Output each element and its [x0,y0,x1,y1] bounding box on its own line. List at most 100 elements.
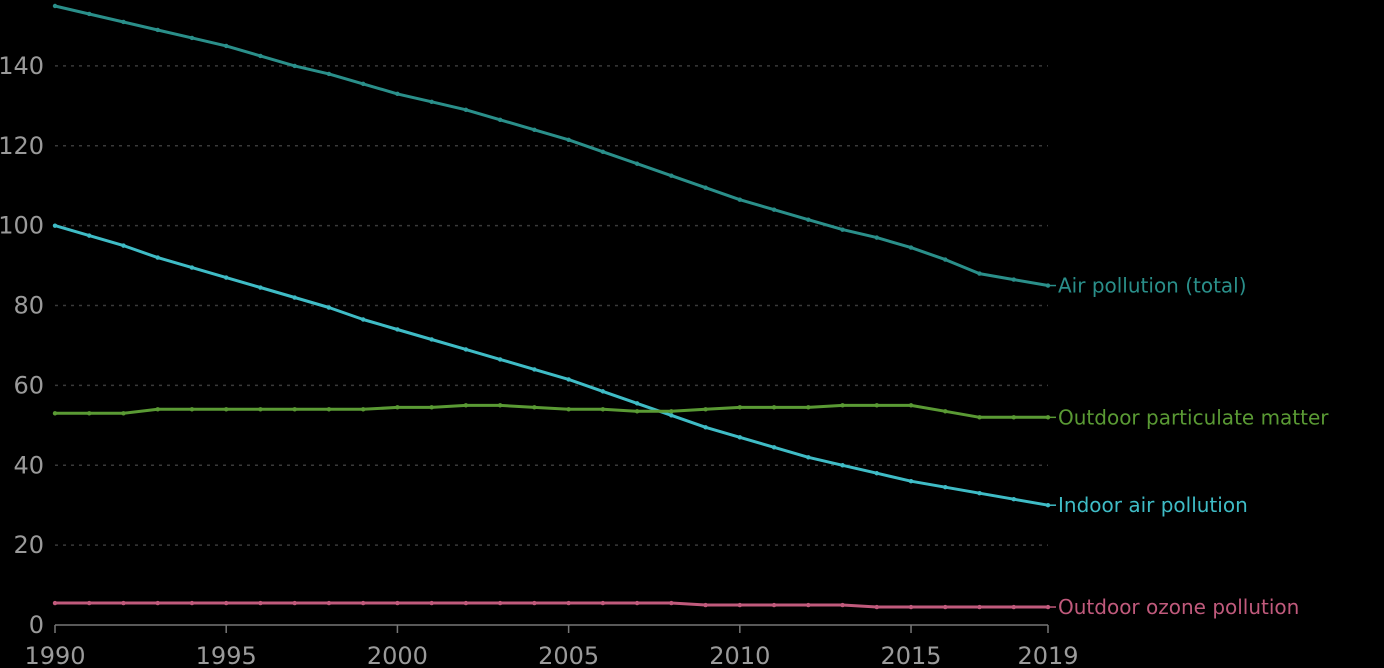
data-point-outdoor-particulate-matter-2007 [634,409,640,414]
data-point-air-pollution-total-1999 [360,81,366,87]
data-point-outdoor-particulate-matter-2009 [703,407,708,412]
data-point-air-pollution-total-2013 [840,227,845,232]
data-point-outdoor-ozone-pollution-1995 [224,600,229,606]
data-point-outdoor-ozone-pollution-2008 [669,600,674,606]
data-point-indoor-air-pollution-1995 [224,275,229,280]
data-point-outdoor-ozone-pollution-1997 [292,600,297,606]
data-point-indoor-air-pollution-2008 [669,413,674,418]
data-point-indoor-air-pollution-2019 [1045,502,1051,508]
data-point-outdoor-particulate-matter-2011 [771,405,777,410]
data-point-outdoor-particulate-matter-2018 [1011,415,1016,420]
data-point-air-pollution-total-1993 [155,27,160,33]
data-point-outdoor-particulate-matter-1999 [360,407,366,412]
data-point-outdoor-particulate-matter-1991 [87,411,92,416]
data-point-air-pollution-total-2014 [874,235,879,240]
data-point-indoor-air-pollution-1991 [87,233,92,238]
data-point-indoor-air-pollution-2005 [566,377,571,382]
data-point-indoor-air-pollution-2009 [703,425,708,430]
data-point-outdoor-particulate-matter-2016 [943,409,948,414]
data-point-outdoor-particulate-matter-2004 [532,405,537,410]
y-tick-label-100: 100 [0,212,44,240]
data-point-outdoor-ozone-pollution-2013 [840,602,845,608]
series-labels: Air pollution (total) Indoor air pollutio… [1050,274,1329,619]
data-point-outdoor-particulate-matter-2001 [429,405,434,410]
x-tick-label-1995: 1995 [196,642,257,668]
data-point-outdoor-ozone-pollution-2005 [566,600,571,606]
data-point-indoor-air-pollution-2014 [874,471,879,476]
y-tick-label-140: 140 [0,52,44,80]
data-point-air-pollution-total-2009 [703,185,708,190]
data-point-air-pollution-total-2012 [806,217,811,222]
data-point-outdoor-particulate-matter-2015 [908,403,914,408]
data-point-indoor-air-pollution-1993 [155,255,160,260]
series-line-outdoor-particulate-matter [53,403,1050,419]
data-point-air-pollution-total-2010 [737,197,743,202]
y-tick-label-120: 120 [0,132,44,160]
series-label-air-pollution-total: Air pollution (total) [1058,274,1247,298]
data-point-indoor-air-pollution-1994 [189,265,195,270]
data-point-outdoor-ozone-pollution-1990 [52,600,58,606]
data-point-indoor-air-pollution-2010 [737,435,743,440]
data-point-outdoor-particulate-matter-2012 [806,405,811,410]
data-point-outdoor-ozone-pollution-2011 [771,602,777,608]
x-tick-label-2019: 2019 [1017,642,1078,668]
data-point-outdoor-particulate-matter-2014 [874,403,879,408]
data-point-outdoor-ozone-pollution-2016 [943,604,948,610]
data-point-outdoor-ozone-pollution-2000 [395,600,400,606]
data-point-indoor-air-pollution-2018 [1011,497,1016,502]
x-axis-tick-labels: 1990 1995 2000 2005 2010 2015 2019 [24,642,1078,668]
data-point-outdoor-ozone-pollution-2018 [1011,604,1016,610]
data-point-indoor-air-pollution-1990 [52,223,58,228]
data-point-indoor-air-pollution-2003 [497,357,503,362]
data-point-outdoor-particulate-matter-1996 [258,407,263,412]
y-tick-label-60: 60 [13,371,44,399]
data-point-air-pollution-total-2001 [429,99,434,105]
data-point-outdoor-particulate-matter-1997 [292,407,297,412]
y-tick-label-40: 40 [13,451,44,479]
series-line-indoor-air-pollution [53,224,1050,507]
data-point-indoor-air-pollution-1999 [360,317,366,322]
data-point-indoor-air-pollution-2011 [771,445,777,450]
data-point-outdoor-ozone-pollution-2004 [532,600,537,606]
data-point-outdoor-ozone-pollution-2019 [1045,604,1051,610]
y-tick-label-0: 0 [29,611,44,639]
data-point-indoor-air-pollution-1997 [292,295,297,300]
data-point-outdoor-particulate-matter-2019 [1045,415,1051,420]
y-tick-label-80: 80 [13,292,44,320]
data-point-air-pollution-total-2005 [566,137,571,142]
x-tick-label-1990: 1990 [24,642,85,668]
data-point-outdoor-ozone-pollution-1996 [258,600,263,606]
x-tick-label-2005: 2005 [538,642,599,668]
data-point-air-pollution-total-2019 [1045,283,1051,288]
data-point-indoor-air-pollution-2016 [943,485,948,490]
data-point-indoor-air-pollution-2004 [532,367,537,372]
data-point-outdoor-ozone-pollution-1992 [121,600,126,606]
x-tick-label-2010: 2010 [709,642,770,668]
series-line-air-pollution-total [53,4,1050,287]
data-point-indoor-air-pollution-2007 [634,401,640,406]
data-point-outdoor-ozone-pollution-2006 [600,600,606,606]
series-label-outdoor-particulate-matter: Outdoor particulate matter [1058,405,1329,429]
data-point-air-pollution-total-2000 [395,91,400,97]
data-point-air-pollution-total-2002 [463,107,469,113]
data-point-outdoor-particulate-matter-1990 [52,411,58,416]
data-point-air-pollution-total-1998 [326,71,332,77]
series-line-outdoor-ozone-pollution [53,601,1050,609]
data-point-indoor-air-pollution-2013 [840,463,845,468]
data-point-outdoor-particulate-matter-2010 [737,405,743,410]
data-point-outdoor-particulate-matter-2003 [497,403,503,408]
data-point-indoor-air-pollution-2012 [806,455,811,460]
data-point-indoor-air-pollution-1998 [326,305,332,310]
data-point-outdoor-ozone-pollution-1994 [189,600,195,606]
data-point-air-pollution-total-2018 [1011,277,1016,282]
data-point-air-pollution-total-1990 [52,3,58,9]
data-point-air-pollution-total-2017 [977,271,982,276]
data-point-outdoor-ozone-pollution-1998 [326,600,332,606]
y-tick-label-20: 20 [13,531,44,559]
data-point-outdoor-ozone-pollution-2014 [874,604,879,610]
data-point-air-pollution-total-1992 [121,19,126,25]
data-point-indoor-air-pollution-2001 [429,337,434,342]
data-point-outdoor-particulate-matter-1995 [224,407,229,412]
data-point-outdoor-ozone-pollution-2015 [908,604,914,610]
